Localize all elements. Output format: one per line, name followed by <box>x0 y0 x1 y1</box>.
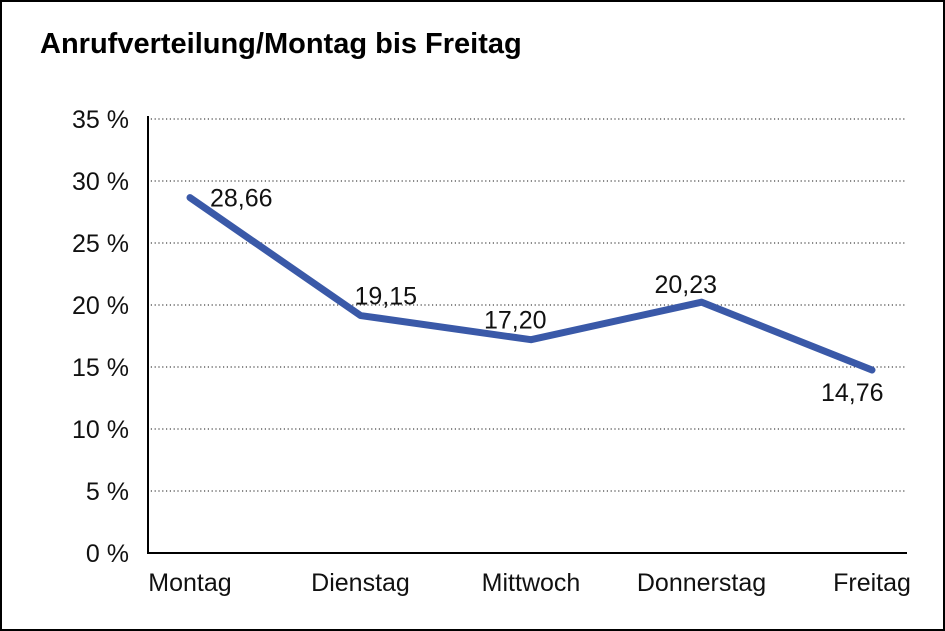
y-axis-tick-label: 5 % <box>86 478 129 506</box>
chart-title: Anrufverteilung/Montag bis Freitag <box>40 28 522 60</box>
x-category-label: Montag <box>148 569 231 597</box>
data-point-label: 17,20 <box>484 307 547 335</box>
data-point-label: 14,76 <box>821 379 884 407</box>
data-point-label: 20,23 <box>655 271 718 299</box>
y-axis-tick-label: 15 % <box>72 354 129 382</box>
data-line <box>186 194 876 374</box>
y-axis-tick-label: 30 % <box>72 168 129 196</box>
y-axis-tick-label: 35 % <box>72 106 129 134</box>
x-category-label: Dienstag <box>311 569 410 597</box>
data-point-label: 28,66 <box>210 185 273 213</box>
data-point-label: 19,15 <box>355 283 418 311</box>
x-category-label: Freitag <box>833 569 911 597</box>
y-axis-tick-label: 0 % <box>86 540 129 568</box>
y-axis-tick-label: 25 % <box>72 230 129 258</box>
y-axis-tick-label: 10 % <box>72 416 129 444</box>
x-category-label: Donnerstag <box>637 569 766 597</box>
y-axis-tick-label: 20 % <box>72 292 129 320</box>
x-category-label: Mittwoch <box>482 569 581 597</box>
